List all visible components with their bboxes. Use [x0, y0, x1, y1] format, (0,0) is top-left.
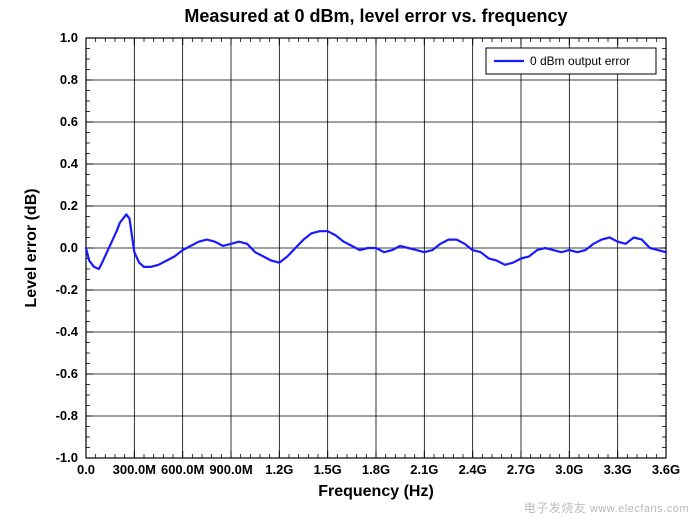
svg-text:-0.8: -0.8: [56, 408, 78, 423]
svg-text:300.0M: 300.0M: [113, 462, 156, 477]
svg-text:900.0M: 900.0M: [209, 462, 252, 477]
svg-text:2.7G: 2.7G: [507, 462, 535, 477]
svg-text:2.1G: 2.1G: [410, 462, 438, 477]
legend: 0 dBm output error: [486, 48, 656, 74]
svg-text:-0.4: -0.4: [56, 324, 79, 339]
x-tick-labels: 0.0 300.0M 600.0M 900.0M 1.2G 1.5G 1.8G 2.1G 2.4…: [77, 462, 680, 477]
y-axis-label: Level error (dB): [23, 188, 40, 307]
svg-text:0.2: 0.2: [60, 198, 78, 213]
svg-text:-1.0: -1.0: [56, 450, 78, 465]
svg-text:1.2G: 1.2G: [265, 462, 293, 477]
svg-text:0.8: 0.8: [60, 72, 78, 87]
y-tick-labels: -1.0 -0.8 -0.6 -0.4 -0.2 0.0 0.2 0.4 0.6 0.8 1.0: [56, 30, 79, 465]
legend-label-0: 0 dBm output error: [530, 54, 630, 68]
svg-text:3.3G: 3.3G: [604, 462, 632, 477]
x-axis-label: Frequency (Hz): [318, 483, 434, 500]
chart-title: Measured at 0 dBm, level error vs. frequ…: [184, 6, 567, 26]
svg-text:1.8G: 1.8G: [362, 462, 390, 477]
svg-text:0.4: 0.4: [60, 156, 79, 171]
svg-text:0.0: 0.0: [60, 240, 78, 255]
svg-text:-0.2: -0.2: [56, 282, 78, 297]
svg-text:0.0: 0.0: [77, 462, 95, 477]
svg-text:1.0: 1.0: [60, 30, 78, 45]
chart-container: 0.0 300.0M 600.0M 900.0M 1.2G 1.5G 1.8G 2.1G 2.4…: [0, 0, 697, 522]
chart-svg: 0.0 300.0M 600.0M 900.0M 1.2G 1.5G 1.8G 2.1G 2.4…: [0, 0, 697, 522]
svg-text:3.0G: 3.0G: [555, 462, 583, 477]
svg-text:2.4G: 2.4G: [459, 462, 487, 477]
svg-text:3.6G: 3.6G: [652, 462, 680, 477]
svg-text:1.5G: 1.5G: [314, 462, 342, 477]
svg-text:-0.6: -0.6: [56, 366, 78, 381]
svg-text:0.6: 0.6: [60, 114, 78, 129]
svg-text:600.0M: 600.0M: [161, 462, 204, 477]
